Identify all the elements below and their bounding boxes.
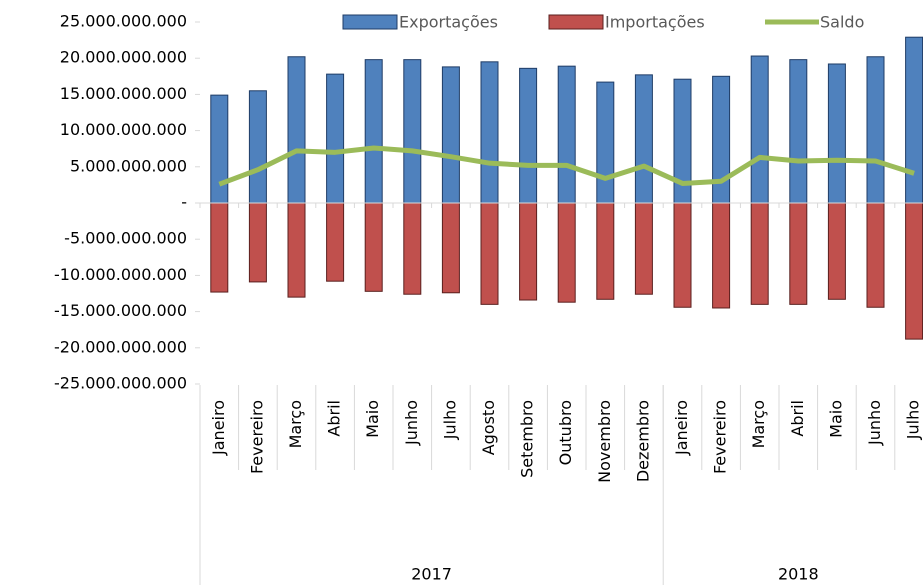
bar bbox=[712, 202, 731, 309]
y-tick-label: -15.000.000.000 bbox=[54, 301, 187, 320]
bar bbox=[827, 63, 846, 204]
y-tick-label: 20.000.000.000 bbox=[60, 48, 187, 67]
bar bbox=[364, 202, 383, 292]
bar bbox=[789, 59, 808, 204]
x-tick-label: Novembro bbox=[595, 400, 614, 483]
bar bbox=[441, 202, 460, 294]
y-tick-label: 10.000.000.000 bbox=[60, 120, 187, 139]
bar bbox=[480, 202, 499, 305]
bar bbox=[905, 202, 923, 340]
x-tick-label: Março bbox=[286, 400, 305, 448]
bar bbox=[210, 94, 229, 204]
legend-label: Saldo bbox=[820, 13, 864, 32]
bar bbox=[634, 74, 653, 204]
x-tick-label: Abril bbox=[325, 400, 344, 437]
bar bbox=[441, 66, 460, 204]
y-tick-label: -10.000.000.000 bbox=[54, 265, 187, 284]
y-tick-label: - bbox=[181, 193, 187, 212]
x-tick-label: Julho bbox=[440, 400, 459, 440]
bar bbox=[364, 59, 383, 204]
bar bbox=[866, 202, 885, 308]
x-tick-label: Setembro bbox=[518, 400, 537, 478]
x-tick-label: Agosto bbox=[479, 400, 498, 455]
x-tick-label: Março bbox=[749, 400, 768, 448]
legend-swatch bbox=[548, 14, 604, 30]
bar bbox=[403, 59, 422, 204]
y-tick-label: -20.000.000.000 bbox=[54, 337, 187, 356]
bar bbox=[210, 202, 229, 293]
x-tick-label: Fevereiro bbox=[247, 400, 266, 474]
y-tick-label: -5.000.000.000 bbox=[64, 229, 187, 248]
bar bbox=[557, 65, 576, 204]
y-tick-label: 5.000.000.000 bbox=[70, 156, 187, 175]
bar bbox=[480, 61, 499, 204]
legend-label: Exportações bbox=[399, 13, 498, 32]
x-tick-label: Janeiro bbox=[672, 400, 691, 456]
bar bbox=[827, 202, 846, 300]
x-tick-label: Fevereiro bbox=[711, 400, 730, 474]
group-label: 2018 bbox=[778, 565, 819, 584]
line bbox=[218, 145, 915, 187]
bar bbox=[519, 202, 538, 301]
bar bbox=[596, 81, 615, 204]
bar bbox=[905, 36, 923, 204]
bar bbox=[596, 202, 615, 300]
bar bbox=[866, 56, 885, 204]
x-tick-label: Dezembro bbox=[633, 400, 652, 482]
bar bbox=[287, 202, 306, 298]
bar bbox=[326, 73, 345, 204]
x-tick-label: Junho bbox=[865, 400, 884, 446]
bar bbox=[287, 56, 306, 204]
bar bbox=[750, 55, 769, 204]
y-tick-label: -25.000.000.000 bbox=[54, 374, 187, 393]
bar bbox=[789, 202, 808, 305]
x-tick-label: Janeiro bbox=[209, 400, 228, 456]
x-tick-label: Maio bbox=[826, 400, 845, 438]
bar bbox=[519, 67, 538, 204]
legend: Exportações Importações Saldo bbox=[342, 13, 864, 32]
x-tick-label: Outubro bbox=[556, 400, 575, 465]
y-tick-label: 25.000.000.000 bbox=[60, 12, 187, 31]
bar bbox=[403, 202, 422, 295]
bar bbox=[326, 202, 345, 282]
legend-swatch bbox=[342, 14, 398, 30]
bar bbox=[634, 202, 653, 295]
group-label: 2017 bbox=[411, 565, 452, 584]
bar bbox=[557, 202, 576, 303]
x-tick-label: Abril bbox=[788, 400, 807, 437]
bar bbox=[750, 202, 769, 305]
bar bbox=[248, 202, 267, 283]
bar bbox=[673, 202, 692, 308]
legend-label: Importações bbox=[605, 13, 705, 32]
bar bbox=[248, 90, 267, 204]
y-tick-label: 15.000.000.000 bbox=[60, 84, 187, 103]
x-tick-label: Maio bbox=[363, 400, 382, 438]
x-tick-label: Junho bbox=[402, 400, 421, 446]
x-tick-label: Julho bbox=[904, 400, 923, 440]
